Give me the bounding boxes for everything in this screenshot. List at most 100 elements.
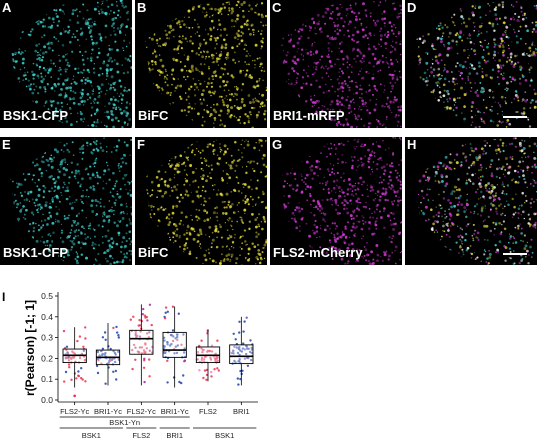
data-point [75, 377, 78, 380]
panel-caption: FLS2-mCherry [273, 245, 363, 260]
data-point [146, 332, 149, 335]
data-point [250, 346, 253, 349]
data-point [77, 370, 80, 373]
data-point [176, 344, 179, 347]
micrograph-panel-f: F BiFC [135, 137, 267, 265]
panel-caption: BSK1-CFP [3, 245, 69, 260]
data-point [114, 369, 118, 373]
data-point [182, 374, 185, 377]
data-point [171, 339, 175, 343]
data-point [245, 316, 248, 319]
data-point [138, 335, 142, 338]
scale-bar [503, 116, 527, 118]
data-point [80, 376, 83, 380]
data-point [209, 358, 213, 361]
data-point [143, 314, 147, 317]
data-point [103, 353, 106, 356]
data-point [67, 359, 71, 362]
data-point [148, 349, 151, 352]
data-point [142, 307, 145, 311]
data-point [70, 378, 73, 381]
data-point [104, 338, 107, 341]
data-point [198, 369, 201, 372]
data-point [84, 326, 87, 329]
data-point [113, 360, 117, 364]
data-point [103, 331, 107, 334]
data-point [246, 364, 250, 367]
panel-caption: BiFC [138, 108, 169, 123]
data-point [138, 346, 142, 349]
data-point [129, 318, 132, 321]
panel-letter: H [407, 137, 417, 152]
y-tick-label: 0.4 [41, 312, 53, 322]
panel-caption: BSK1-CFP [3, 108, 69, 123]
data-point [173, 352, 176, 355]
data-point [166, 381, 169, 384]
data-point [64, 370, 68, 374]
data-point [170, 333, 173, 337]
data-point [232, 350, 235, 353]
data-point [230, 351, 233, 355]
data-point [83, 359, 87, 362]
micrograph-panel-h: H [405, 137, 537, 265]
data-point [174, 337, 177, 340]
data-point [117, 336, 121, 339]
data-point [141, 313, 144, 316]
data-point [237, 360, 240, 363]
data-point [115, 325, 118, 329]
data-point [216, 367, 219, 370]
data-point [242, 342, 245, 345]
data-point [67, 356, 70, 359]
y-tick-label: 0.3 [41, 333, 53, 343]
panel-letter: E [2, 137, 11, 152]
data-point [166, 341, 169, 344]
data-point [67, 363, 71, 366]
data-point [64, 356, 68, 359]
data-point [62, 380, 66, 383]
data-point [107, 361, 111, 364]
micrograph-panel-b: B BiFC [135, 0, 267, 128]
data-point [201, 348, 205, 352]
data-point [175, 351, 179, 355]
data-point [166, 343, 169, 346]
data-point [174, 345, 177, 348]
data-point [250, 358, 253, 362]
data-point [144, 343, 147, 346]
data-point [68, 366, 71, 369]
data-point [232, 352, 235, 355]
panel-letter: D [407, 0, 417, 15]
micrograph-panel-d: D [405, 0, 537, 128]
data-point [78, 356, 82, 360]
data-point [243, 348, 247, 351]
data-point [134, 346, 137, 349]
y-tick-label: 0.5 [41, 291, 53, 301]
x-tick-label: FLS2-Yc [127, 407, 156, 416]
data-point [249, 339, 252, 342]
data-point [148, 303, 152, 306]
data-point [166, 310, 169, 313]
data-point [205, 378, 208, 381]
panel-letter: A [2, 0, 12, 15]
data-point [80, 367, 83, 370]
data-point [182, 351, 186, 354]
data-point [146, 319, 149, 322]
data-point [163, 339, 166, 342]
data-point [234, 338, 237, 341]
data-point [142, 366, 146, 369]
scale-bar [503, 253, 527, 255]
data-point [238, 346, 241, 349]
data-point [143, 357, 146, 360]
data-point [200, 356, 204, 360]
data-point [73, 352, 77, 355]
micrograph-panel-e: E BSK1-CFP [0, 137, 132, 265]
data-point [215, 357, 218, 360]
data-point [200, 347, 203, 350]
data-point [98, 354, 101, 357]
data-point [72, 356, 76, 359]
data-point [238, 358, 241, 361]
group-label: BSK1-Yn [109, 418, 140, 427]
data-point [238, 320, 241, 323]
data-point [62, 329, 66, 333]
data-point [183, 360, 186, 363]
data-point [65, 345, 69, 348]
